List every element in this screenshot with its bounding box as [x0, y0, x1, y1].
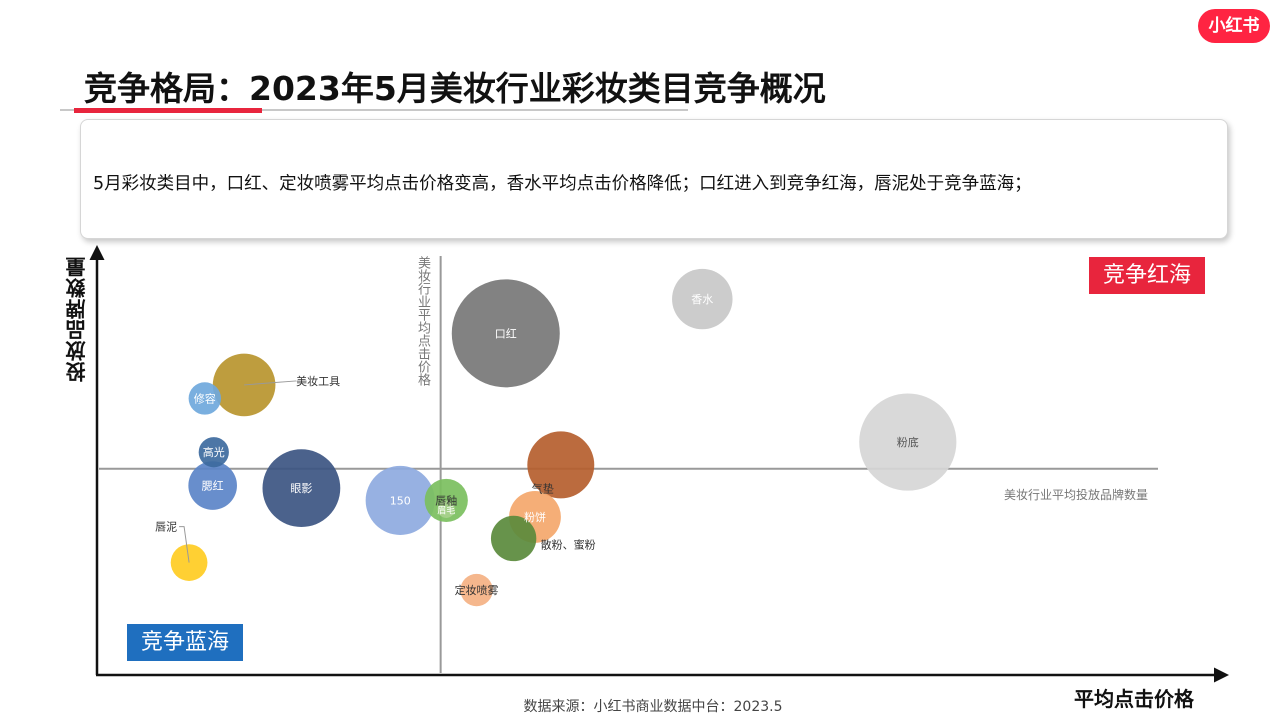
label-口红: 口红	[495, 327, 517, 340]
bubble-美妆工具	[212, 353, 276, 417]
label-气垫: 气垫	[532, 481, 554, 495]
bubble-气垫	[527, 431, 595, 499]
blue-sea-quadrant-label: 竞争蓝海	[127, 624, 243, 661]
label-唇泥: 唇泥	[155, 521, 177, 534]
label-美妆工具: 美妆工具	[296, 375, 340, 388]
bubble-唇釉	[424, 478, 468, 523]
title-underline	[60, 109, 688, 111]
leader-美妆工具	[244, 380, 297, 386]
bubble-修容	[188, 382, 222, 415]
xiaohongshu-logo: 小红书	[1198, 9, 1270, 43]
bubble-高光	[198, 437, 229, 468]
bubble-香水	[672, 268, 733, 330]
y-axis-title: 投放品牌数量	[65, 256, 89, 382]
bubble-粉底	[859, 393, 957, 491]
label-唇釉: 唇釉	[435, 493, 457, 507]
bubble-口红	[451, 279, 560, 388]
red-sea-quadrant-label: 竞争红海	[1089, 257, 1205, 294]
bubble-散粉、蜜粉	[490, 515, 537, 562]
bubble-眼影	[262, 449, 341, 528]
title-accent-bar	[74, 108, 262, 113]
label-定妆喷雾: 定妆喷雾	[455, 583, 499, 597]
x-axis-title: 平均点击价格	[1074, 687, 1194, 711]
leader-唇泥	[179, 526, 190, 563]
label-粉底: 粉底	[897, 435, 919, 449]
label-150: 150	[390, 494, 411, 507]
label-粉饼: 粉饼	[524, 510, 546, 524]
page-title: 竞争格局：2023年5月美妆行业彩妆类目竞争概况	[84, 69, 826, 108]
label-眉毛: 眉毛	[437, 504, 455, 516]
label-眼影: 眼影	[290, 482, 312, 495]
label-散粉、蜜粉: 散粉、蜜粉	[541, 537, 596, 551]
label-高光: 高光	[203, 445, 225, 459]
bubble-腮红	[188, 461, 237, 510]
data-source-footer: 数据来源：小红书商业数据中台：2023.5	[523, 699, 783, 715]
summary-box: 5月彩妆类目中，口红、定妆喷雾平均点击价格变高，香水平均点击价格降低；口红进入到…	[80, 119, 1228, 239]
x-reference-label: 美妆行业平均点击价格	[415, 256, 430, 386]
bubble-唇泥	[170, 544, 208, 581]
y-reference-label: 美妆行业平均投放品牌数量	[1004, 488, 1149, 502]
label-修容: 修容	[194, 391, 216, 405]
summary-text: 5月彩妆类目中，口红、定妆喷雾平均点击价格变高，香水平均点击价格降低；口红进入到…	[93, 174, 1032, 194]
bubble-150	[365, 465, 435, 535]
bubble-眉毛	[437, 500, 455, 518]
bubble-定妆喷雾	[460, 573, 493, 607]
label-腮红: 腮红	[202, 480, 224, 493]
label-香水: 香水	[691, 293, 713, 306]
